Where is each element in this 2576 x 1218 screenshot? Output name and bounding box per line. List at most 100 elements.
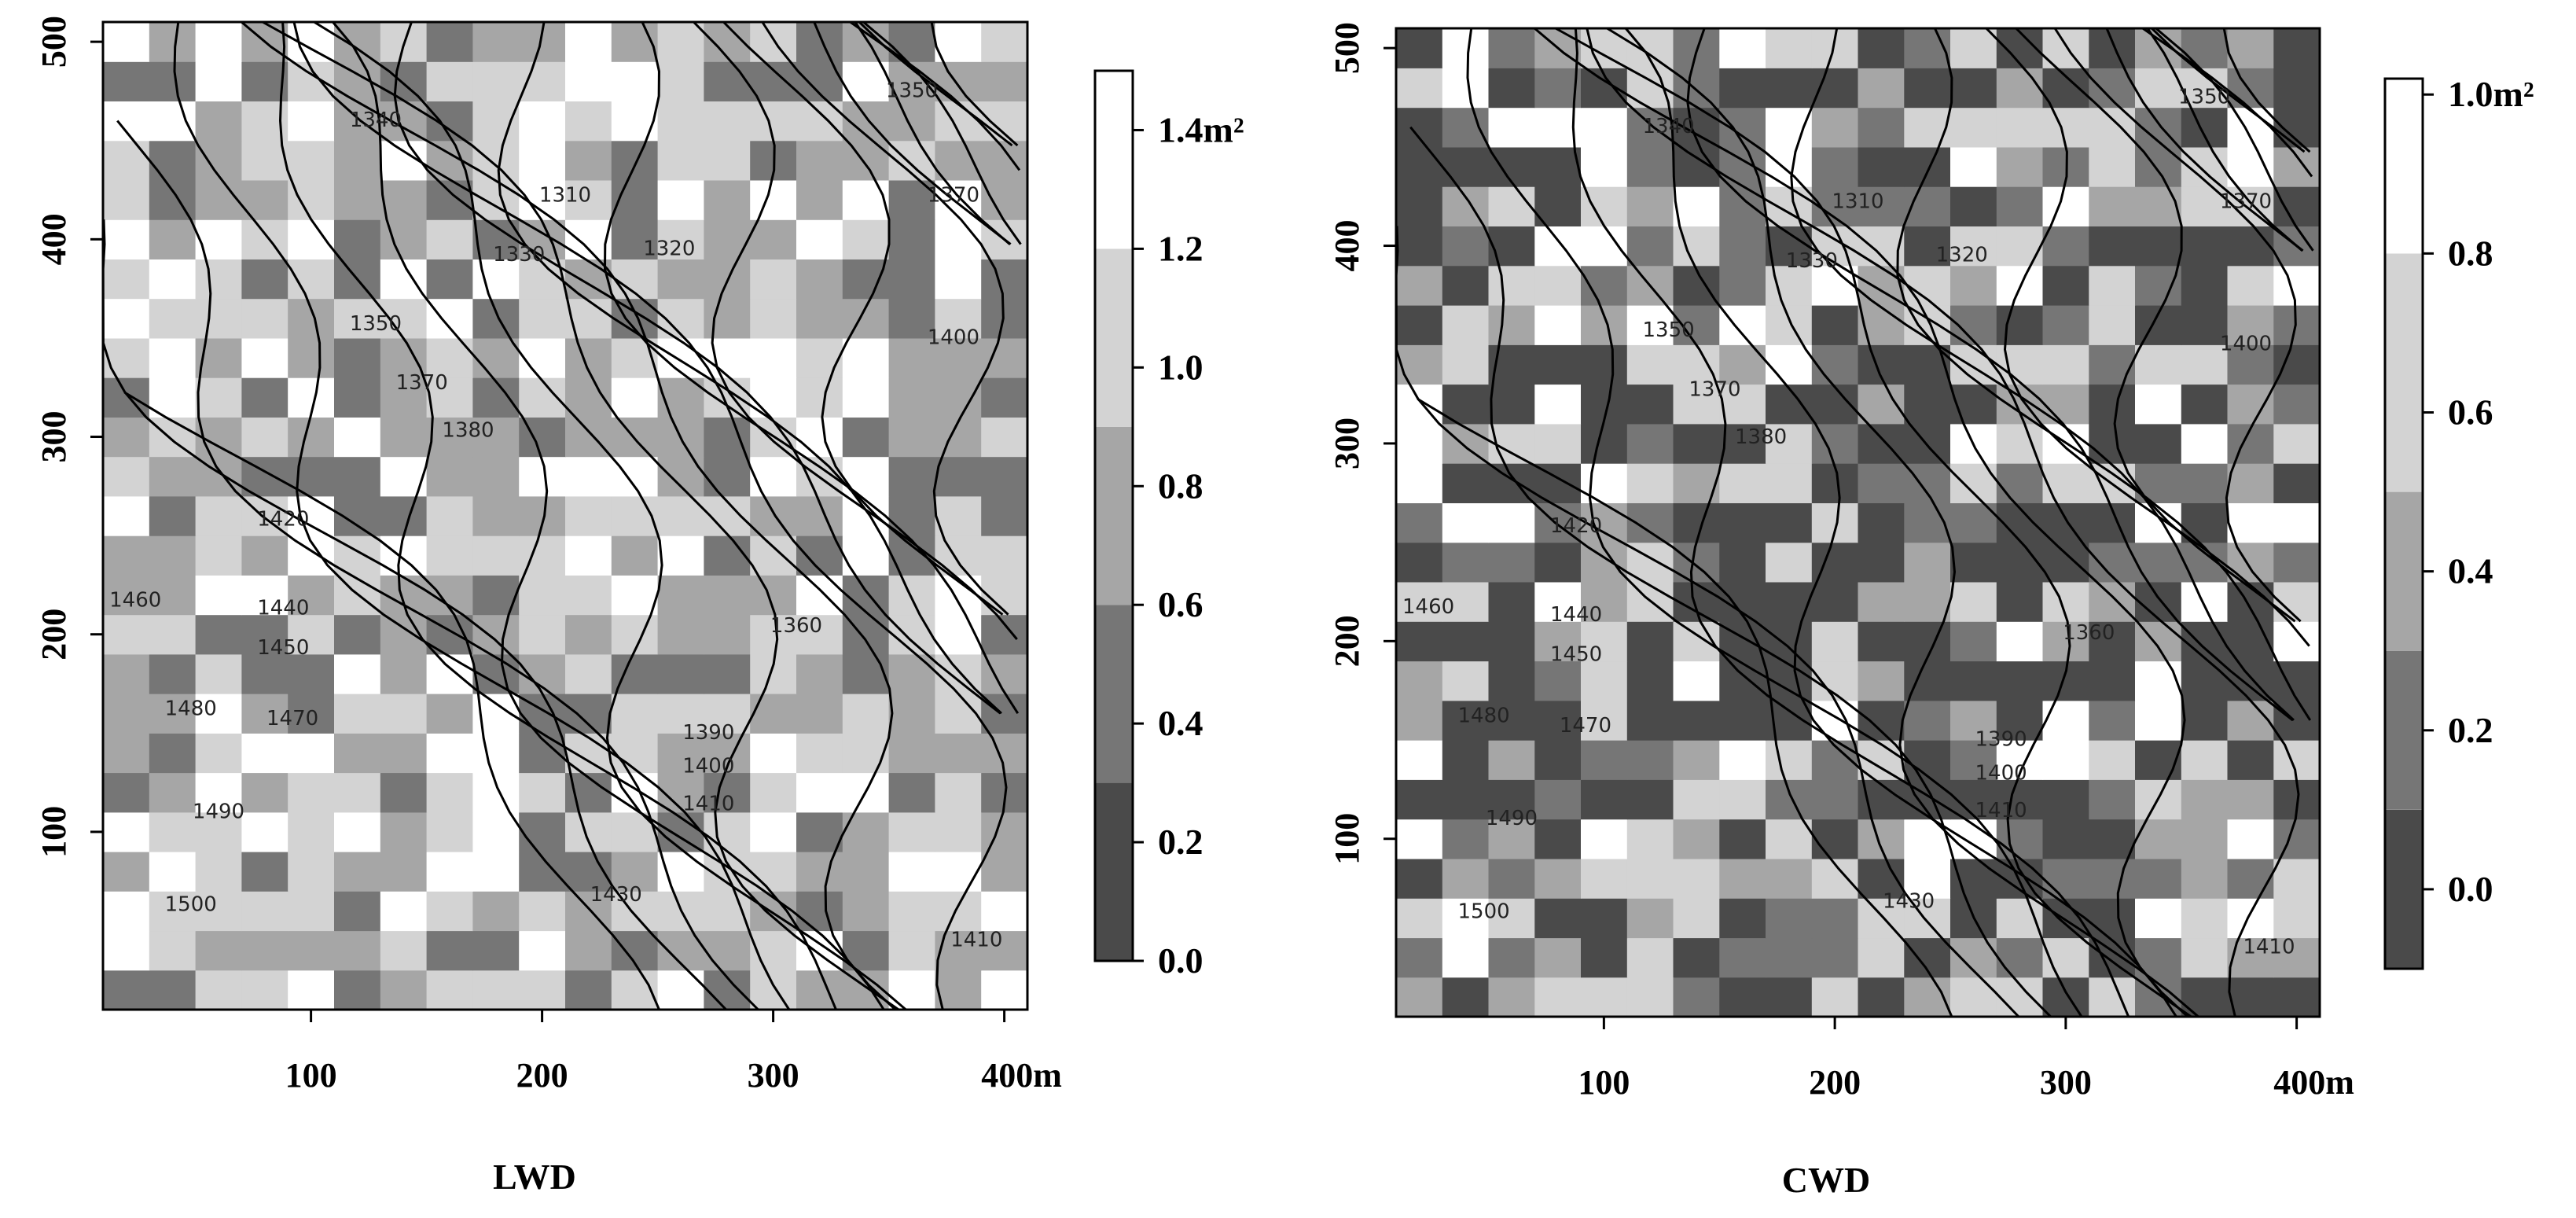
heatmap-cell xyxy=(380,970,428,1010)
heatmap-cell xyxy=(1396,226,1443,267)
heatmap-cell xyxy=(842,377,890,418)
legend-label: 0.6 xyxy=(1158,584,1203,624)
heatmap-cell xyxy=(149,456,197,497)
heatmap-cell xyxy=(1396,265,1443,306)
heatmap-cell xyxy=(2273,819,2321,859)
heatmap-cell xyxy=(2227,463,2274,503)
heatmap-cell xyxy=(1719,68,1766,109)
heatmap-cell xyxy=(472,811,520,852)
heatmap-cell xyxy=(888,891,935,932)
heatmap-cell xyxy=(288,219,335,259)
heatmap-cell xyxy=(241,970,288,1010)
heatmap-cell xyxy=(2089,384,2136,425)
cwd-plot-frame xyxy=(1395,27,2321,1018)
heatmap-cell xyxy=(380,180,428,220)
heatmap-cell xyxy=(796,852,843,892)
heatmap-cell xyxy=(288,852,335,892)
heatmap-cell xyxy=(2181,977,2229,1017)
heatmap-cell xyxy=(935,495,982,536)
heatmap-cell xyxy=(1766,186,1813,226)
heatmap-cell xyxy=(1673,502,1720,543)
legend-label: 0.0 xyxy=(2448,869,2493,909)
heatmap-cell xyxy=(1996,700,2044,741)
heatmap-cell xyxy=(1488,265,1535,306)
heatmap-cell xyxy=(103,535,150,576)
heatmap-cell xyxy=(1442,581,1490,622)
heatmap-cell xyxy=(704,456,751,497)
heatmap-cell xyxy=(472,101,520,142)
heatmap-cell xyxy=(149,772,197,813)
heatmap-cell xyxy=(2181,423,2229,464)
lwd-heatmap-cells xyxy=(103,22,1028,1010)
heatmap-cell xyxy=(1766,977,1813,1017)
heatmap-cell xyxy=(241,417,288,458)
lwd-panel: 1340 1310 1330 1320 1350 1370 1400 1350 1370 1380… xyxy=(35,16,1244,1197)
heatmap-cell xyxy=(1996,581,2044,622)
heatmap-cell xyxy=(1996,226,2044,267)
heatmap-cell xyxy=(1904,542,1951,583)
lwd-elevation-contours xyxy=(101,20,1022,1011)
heatmap-cell xyxy=(241,259,288,300)
contour-line xyxy=(292,21,1008,1010)
heatmap-cell xyxy=(1858,977,1905,1017)
heatmap-cell xyxy=(334,337,381,378)
heatmap-cell xyxy=(195,259,242,300)
heatmap-cell xyxy=(426,377,473,418)
legend-swatch xyxy=(2385,809,2423,969)
contour-line xyxy=(241,20,897,1011)
heatmap-cell xyxy=(750,852,797,892)
heatmap-cell xyxy=(1581,305,1628,345)
heatmap-cell xyxy=(1534,305,1582,345)
heatmap-cell xyxy=(1488,581,1535,622)
heatmap-cell xyxy=(842,495,890,536)
heatmap-cell xyxy=(1811,107,1859,148)
heatmap-cell xyxy=(981,891,1028,932)
heatmap-cell xyxy=(657,653,704,694)
x-tick-label: 100 xyxy=(285,1056,337,1095)
heatmap-cell xyxy=(1581,937,1628,978)
heatmap-cell xyxy=(1442,107,1490,148)
heatmap-cell xyxy=(472,535,520,576)
heatmap-cell xyxy=(1396,463,1443,503)
heatmap-cell xyxy=(1581,344,1628,385)
heatmap-cell xyxy=(2227,819,2274,859)
legend-swatch xyxy=(2385,650,2423,810)
heatmap-cell xyxy=(195,575,242,616)
heatmap-cell xyxy=(657,535,704,576)
heatmap-cell xyxy=(1766,740,1813,780)
heatmap-cell xyxy=(1766,384,1813,425)
heatmap-cell xyxy=(288,694,335,734)
heatmap-cell xyxy=(1626,226,1674,267)
heatmap-cell xyxy=(888,694,935,734)
heatmap-cell xyxy=(1996,621,2044,662)
heatmap-cell xyxy=(2181,779,2229,820)
heatmap-cell xyxy=(611,535,659,576)
heatmap-cell xyxy=(1488,384,1535,425)
heatmap-cell xyxy=(195,180,242,220)
heatmap-cell xyxy=(426,733,473,774)
heatmap-cell xyxy=(380,653,428,694)
heatmap-cell xyxy=(796,417,843,458)
heatmap-cell xyxy=(981,930,1028,971)
heatmap-cell xyxy=(1581,226,1628,267)
heatmap-cell xyxy=(1673,700,1720,741)
contour-label: 1360 xyxy=(770,614,822,638)
heatmap-cell xyxy=(149,219,197,259)
heatmap-cell xyxy=(472,495,520,536)
heatmap-cell xyxy=(750,535,797,576)
heatmap-cell xyxy=(149,694,197,734)
legend-swatch xyxy=(1095,71,1133,249)
heatmap-cell xyxy=(1719,107,1766,148)
contour-line xyxy=(262,20,900,1011)
heatmap-cell xyxy=(1534,146,1582,187)
heatmap-cell xyxy=(565,417,612,458)
heatmap-cell xyxy=(611,456,659,497)
heatmap-cell xyxy=(981,22,1028,62)
contour-label: 1400 xyxy=(1975,761,2027,785)
heatmap-cell xyxy=(1719,186,1766,226)
heatmap-cell xyxy=(935,259,982,300)
heatmap-cell xyxy=(1811,621,1859,662)
heatmap-cell xyxy=(103,891,150,932)
heatmap-cell xyxy=(2227,68,2274,109)
heatmap-cell xyxy=(1766,305,1813,345)
